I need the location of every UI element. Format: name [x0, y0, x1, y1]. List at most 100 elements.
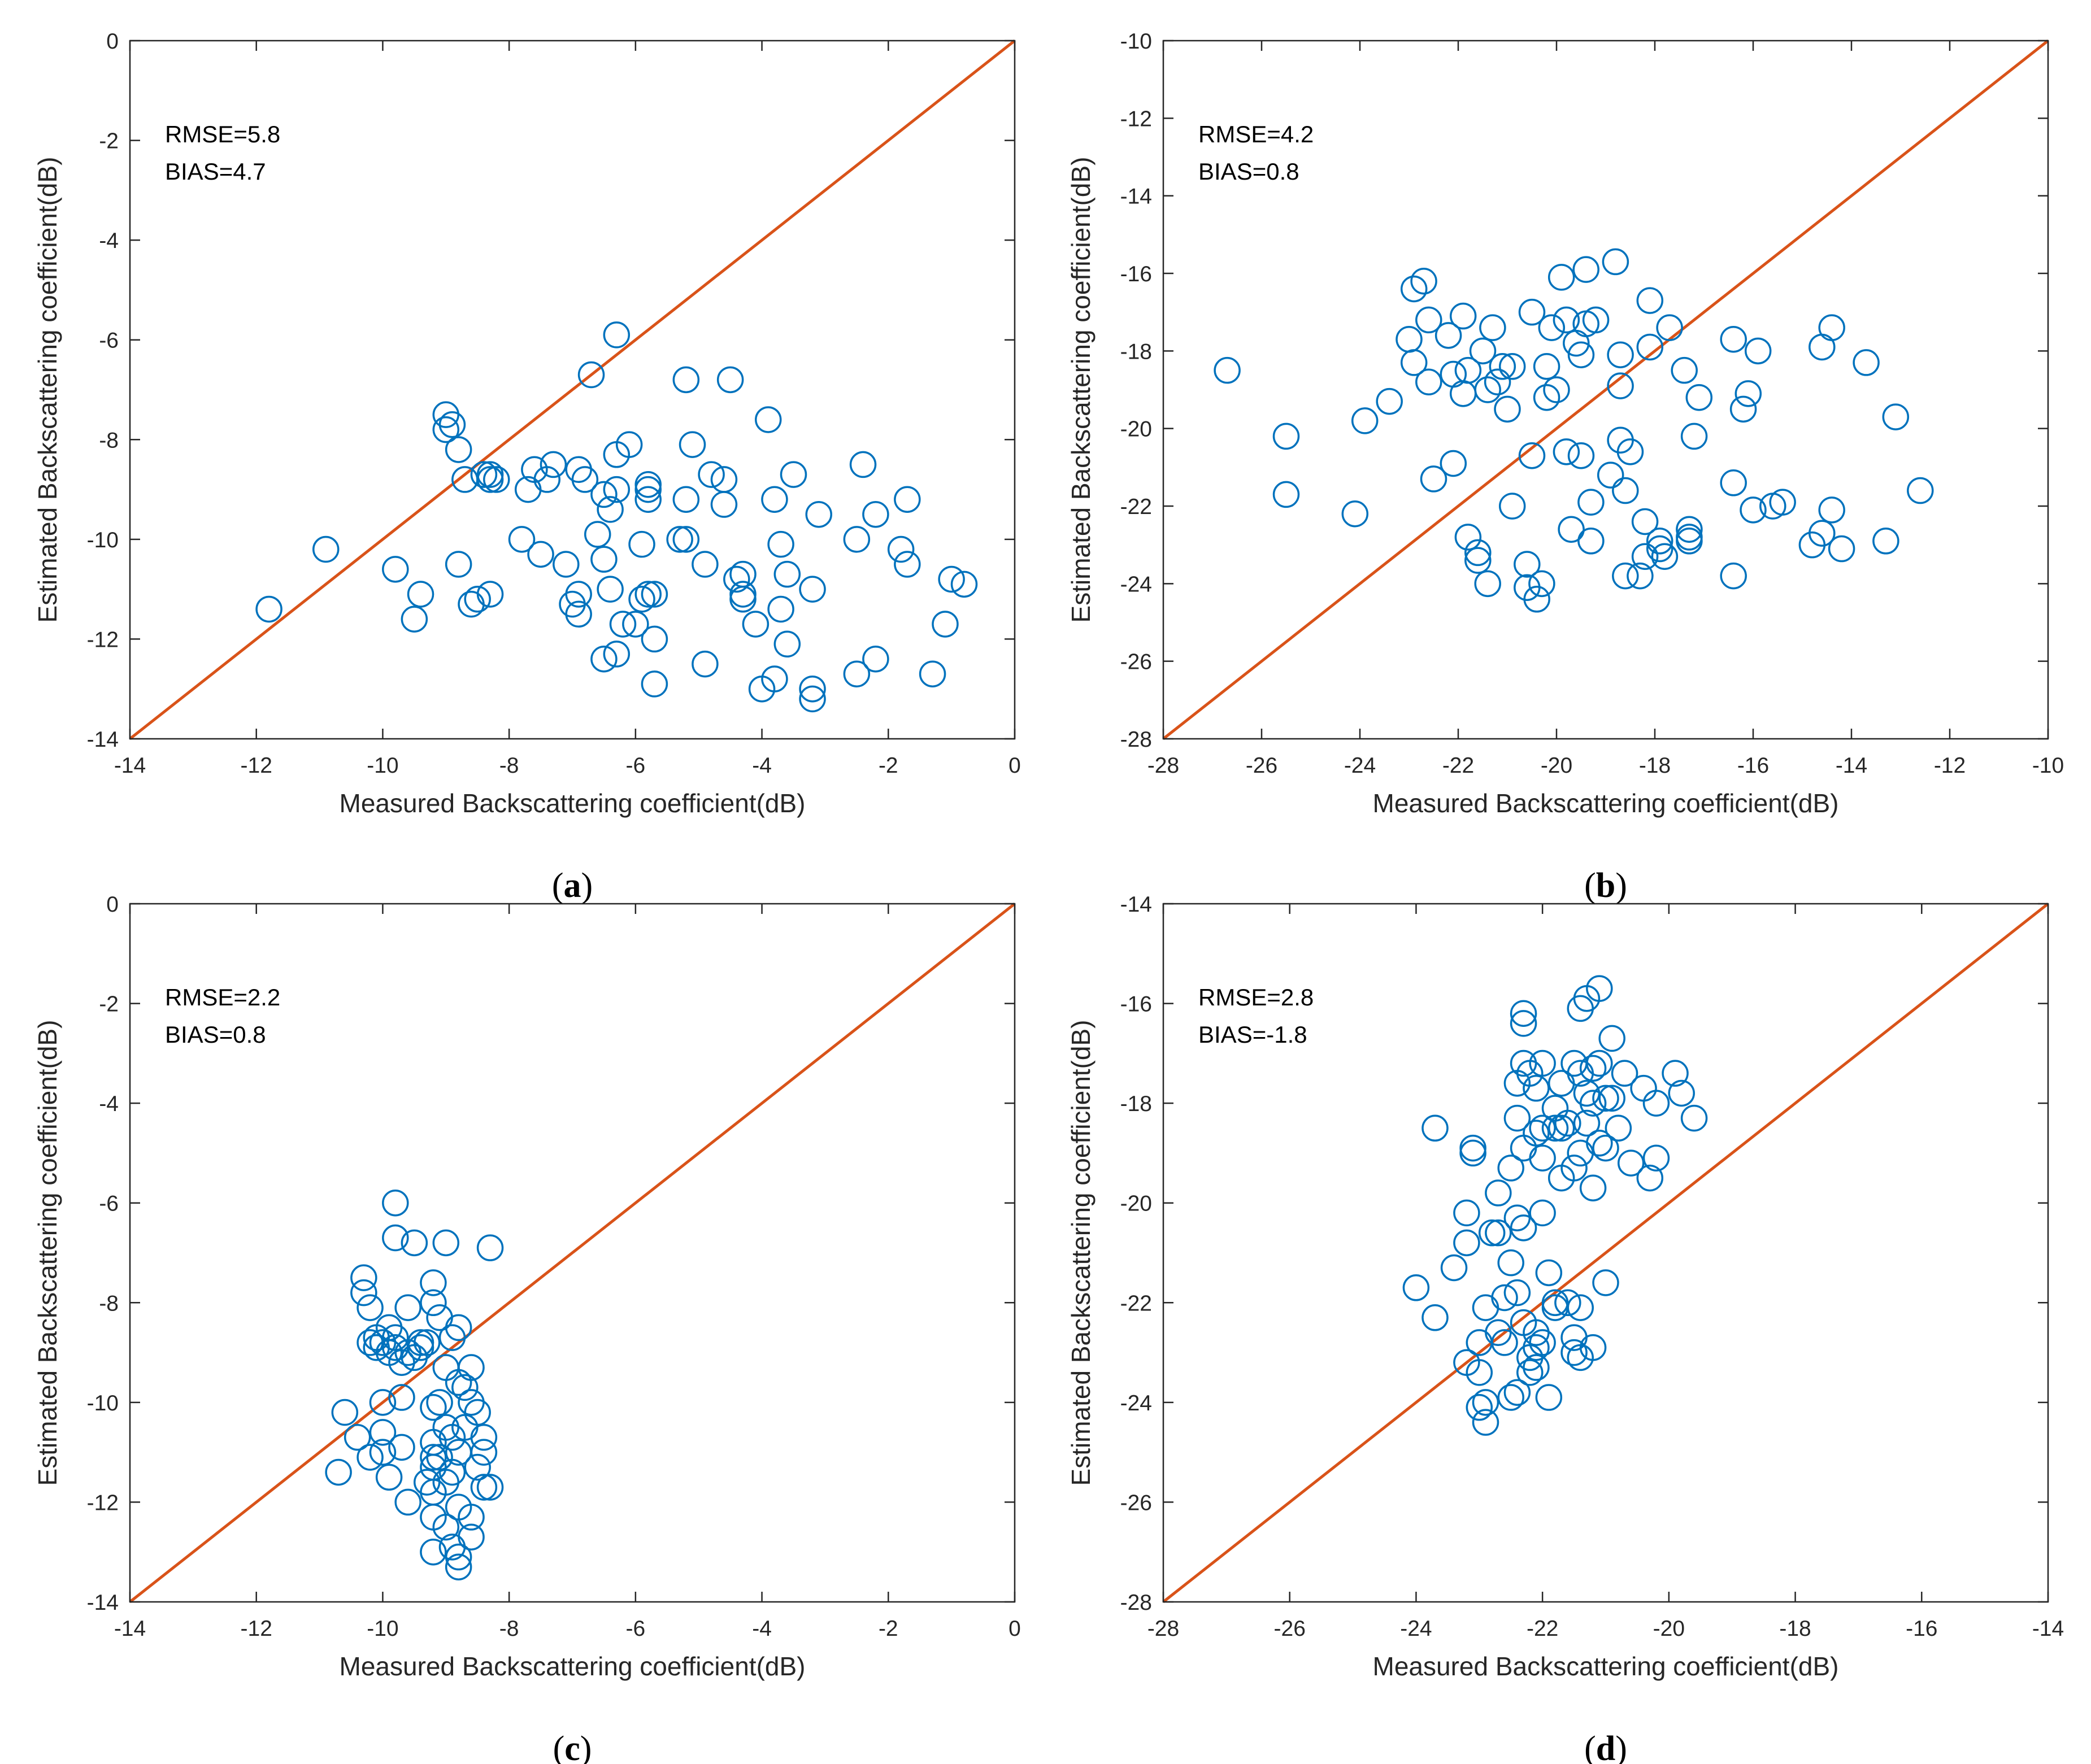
- x-tick-label: -26: [1246, 753, 1277, 778]
- data-point: [1611, 1060, 1638, 1087]
- data-point: [1662, 1060, 1689, 1087]
- data-point: [420, 1444, 447, 1471]
- data-point: [634, 471, 662, 498]
- panel-letter: b: [1596, 866, 1615, 905]
- data-point: [382, 556, 409, 583]
- data-point: [1828, 535, 1855, 563]
- data-point: [1560, 1155, 1588, 1182]
- data-point: [451, 466, 479, 493]
- data-point: [1612, 562, 1639, 590]
- data-point: [394, 1294, 421, 1321]
- data-point: [1630, 1074, 1657, 1102]
- y-tick-label: -12: [87, 628, 119, 652]
- data-point: [634, 486, 662, 513]
- data-point: [894, 486, 921, 513]
- panel-b: -28 -26 -24 -22 -20 -18 -16 -14 -12 -10 -28 -26 -24 -…: [1066, 29, 2064, 905]
- y-tick-label: -18: [1120, 1092, 1152, 1116]
- data-point: [577, 361, 605, 389]
- bias-annotation: BIAS=-1.8: [1198, 1021, 1307, 1048]
- data-point: [1485, 1219, 1512, 1247]
- data-point: [1376, 387, 1403, 415]
- panel-label: (d): [1584, 1730, 1627, 1764]
- x-tick-label: -10: [2032, 753, 2064, 778]
- y-tick-label: -10: [1120, 29, 1152, 54]
- data-point: [1573, 1109, 1601, 1137]
- data-point: [843, 526, 871, 553]
- x-axis-label: Measured Backscattering coefficient(dB): [340, 1652, 806, 1681]
- data-point: [641, 625, 668, 653]
- data-point: [401, 1229, 428, 1257]
- data-point: [1567, 341, 1595, 368]
- data-point: [1472, 1409, 1499, 1436]
- data-point: [432, 1229, 460, 1257]
- panel-label: (c): [553, 1730, 592, 1764]
- data-point: [1769, 489, 1796, 516]
- y-tick-label: -24: [1120, 1391, 1152, 1415]
- data-point: [1420, 465, 1447, 493]
- x-tick-label: -6: [626, 753, 646, 778]
- data-point: [420, 1428, 447, 1456]
- data-point: [1729, 395, 1757, 423]
- data-point: [1440, 450, 1467, 477]
- data-point: [458, 590, 485, 618]
- data-point: [729, 560, 757, 588]
- y-tick-label: -6: [99, 329, 119, 353]
- x-tick-label: -28: [1147, 753, 1179, 778]
- y-tick-label: -8: [99, 1291, 119, 1316]
- data-point: [1396, 325, 1423, 353]
- x-tick-label: -10: [367, 753, 398, 778]
- data-point: [950, 570, 978, 598]
- data-point: [1636, 287, 1664, 314]
- data-point: [458, 1354, 485, 1381]
- data-point: [527, 541, 554, 568]
- data-point: [464, 586, 491, 613]
- data-point: [1402, 1274, 1430, 1301]
- data-point: [932, 611, 959, 638]
- data-point: [1646, 535, 1673, 563]
- y-tick-label: 0: [106, 29, 119, 54]
- data-point: [432, 1354, 460, 1381]
- y-tick-label: -26: [1120, 1491, 1152, 1515]
- data-point: [476, 466, 504, 493]
- data-point: [476, 461, 504, 488]
- data-point: [1592, 1134, 1619, 1162]
- data-point: [672, 526, 700, 553]
- x-tick-label: 0: [1008, 753, 1021, 778]
- data-point: [767, 530, 794, 558]
- data-point: [470, 461, 498, 488]
- data-point: [1720, 469, 1747, 496]
- data-point: [445, 1314, 472, 1341]
- data-point: [1410, 267, 1437, 295]
- x-tick-label: -14: [114, 753, 146, 778]
- x-tick-label: -20: [1653, 1617, 1685, 1641]
- data-point: [634, 581, 662, 608]
- data-point: [382, 1224, 409, 1252]
- data-point: [565, 581, 592, 608]
- panel-d: -28 -26 -24 -22 -20 -18 -16 -14 -28 -26 -24 -22 -20 -…: [1066, 892, 2064, 1764]
- data-point: [1680, 1104, 1708, 1132]
- data-point: [1582, 306, 1610, 334]
- data-point: [1272, 423, 1300, 450]
- data-point: [710, 491, 738, 518]
- data-point: [1651, 543, 1679, 570]
- data-point: [1529, 1144, 1556, 1172]
- data-point: [1497, 1384, 1524, 1411]
- data-point: [590, 645, 618, 673]
- rmse-annotation: RMSE=2.2: [165, 984, 280, 1011]
- data-point: [1631, 508, 1659, 535]
- data-point: [1453, 1199, 1480, 1227]
- data-point: [1598, 1084, 1625, 1112]
- data-point: [255, 595, 282, 623]
- data-point: [375, 1464, 403, 1491]
- data-point: [1818, 314, 1845, 341]
- data-point: [1547, 264, 1575, 291]
- data-point: [1607, 341, 1634, 368]
- data-point: [1400, 349, 1428, 376]
- data-point: [755, 406, 782, 433]
- data-point: [1579, 1174, 1607, 1201]
- data-point: [508, 526, 536, 553]
- y-tick-label: 0: [106, 892, 119, 917]
- data-point: [672, 486, 700, 513]
- plot-frame: [1162, 40, 2049, 740]
- data-point: [1533, 353, 1560, 380]
